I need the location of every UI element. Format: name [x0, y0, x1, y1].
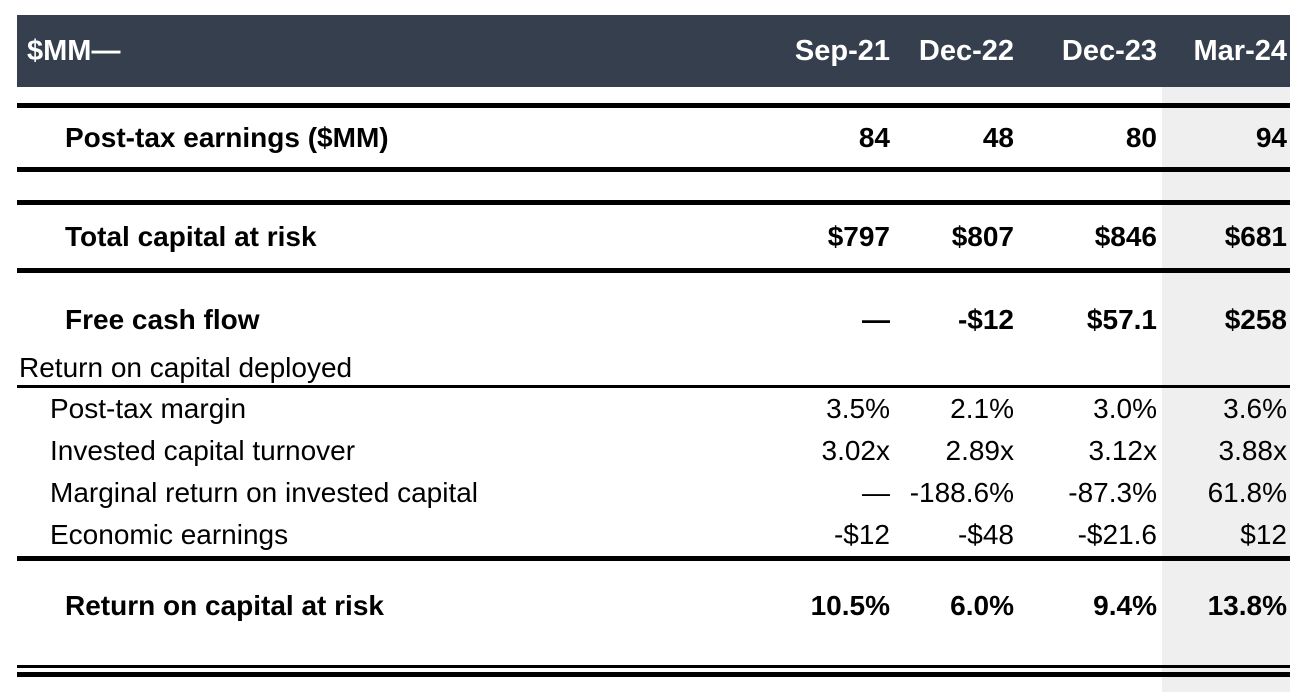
- cell-sep-21: —: [862, 304, 890, 335]
- row-label: Economic earnings: [50, 519, 289, 550]
- cell-dec-23: 9.4%: [1093, 589, 1157, 621]
- spacer: [17, 650, 1290, 665]
- horizontal-rule: [17, 200, 1290, 205]
- column-header-dec-23: Dec-23: [1061, 34, 1157, 67]
- cell-sep-21: 3.02x: [821, 435, 891, 466]
- row-label: Free cash flow: [65, 304, 260, 335]
- row-label: Post-tax margin: [50, 393, 247, 424]
- cell-mar-24: 94: [1255, 121, 1287, 153]
- section-label: Return on capital deployed: [19, 351, 353, 383]
- cell-sep-21: $797: [827, 220, 890, 252]
- table-header-row: $MM— Sep-21 Dec-22 Dec-23 Mar-24: [17, 15, 1290, 87]
- column-header-sep-21: Sep-21: [794, 34, 890, 67]
- section-row-return-on-capital-deployed: Return on capital deployed: [17, 350, 1290, 385]
- table-row-invested-capital-turnover: Invested capital turnover 3.02x 2.89x 3.…: [17, 430, 1290, 472]
- cell-dec-22: -$48: [957, 519, 1014, 550]
- cell-dec-22: -188.6%: [909, 477, 1014, 508]
- table-row-free-cash-flow: Free cash flow — -$12 $57.1 $258: [17, 290, 1290, 350]
- row-label: Invested capital turnover: [50, 435, 356, 466]
- cell-sep-21: 3.5%: [826, 393, 890, 424]
- cell-dec-22: -$12: [957, 304, 1014, 335]
- cell-mar-24: 3.88x: [1218, 435, 1288, 466]
- cell-dec-22: 2.1%: [950, 393, 1014, 424]
- cell-dec-22: 6.0%: [950, 589, 1014, 621]
- cell-sep-21: 10.5%: [810, 589, 890, 621]
- cell-dec-23: 3.12x: [1088, 435, 1158, 466]
- cell-dec-22: 48: [982, 121, 1014, 153]
- cell-dec-23: 3.0%: [1093, 393, 1157, 424]
- table-row-return-on-capital-at-risk: Return on capital at risk 10.5% 6.0% 9.4…: [17, 561, 1290, 650]
- horizontal-rule: [17, 103, 1290, 108]
- table-row-post-tax-earnings: Post-tax earnings ($MM) 84 48 80 94: [17, 108, 1290, 167]
- cell-dec-22: 2.89x: [945, 435, 1015, 466]
- table-row-post-tax-margin: Post-tax margin 3.5% 2.1% 3.0% 3.6%: [17, 388, 1290, 430]
- row-label: Marginal return on invested capital: [50, 477, 479, 508]
- cell-dec-22: $807: [951, 220, 1014, 252]
- financial-metrics-table: $MM— Sep-21 Dec-22 Dec-23 Mar-24 Post-ta…: [17, 15, 1290, 677]
- cell-mar-24: 13.8%: [1207, 589, 1287, 621]
- cell-mar-24: $258: [1224, 304, 1287, 335]
- double-rule-top: [17, 665, 1290, 668]
- spacer: [17, 273, 1290, 290]
- cell-dec-23: 80: [1125, 121, 1157, 153]
- unit-label: $MM—: [27, 34, 121, 67]
- horizontal-rule-thin: [17, 385, 1290, 388]
- row-label: Total capital at risk: [65, 220, 317, 252]
- cell-mar-24: $12: [1240, 519, 1287, 550]
- cell-sep-21: 84: [858, 121, 890, 153]
- cell-dec-23: -$21.6: [1077, 519, 1157, 550]
- row-label: Return on capital at risk: [65, 589, 384, 621]
- cell-dec-23: $57.1: [1086, 304, 1157, 335]
- table-row-economic-earnings: Economic earnings -$12 -$48 -$21.6 $12: [17, 514, 1290, 556]
- table-row-total-capital-at-risk: Total capital at risk $797 $807 $846 $68…: [17, 205, 1290, 268]
- spacer: [17, 172, 1290, 200]
- cell-mar-24: 61.8%: [1207, 477, 1287, 508]
- column-header-dec-22: Dec-22: [918, 34, 1014, 67]
- double-rule-bottom: [17, 672, 1290, 677]
- cell-dec-23: $846: [1094, 220, 1157, 252]
- spacer: [17, 87, 1290, 103]
- cell-sep-21: -$12: [833, 519, 890, 550]
- table-row-marginal-return-on-invested-capital: Marginal return on invested capital — -1…: [17, 472, 1290, 514]
- horizontal-rule: [17, 268, 1290, 273]
- cell-mar-24: $681: [1224, 220, 1287, 252]
- highlight-column-band: [1162, 87, 1290, 692]
- cell-sep-21: —: [862, 477, 890, 508]
- horizontal-rule: [17, 556, 1290, 561]
- row-label: Post-tax earnings ($MM): [65, 121, 389, 153]
- double-rule: [17, 665, 1290, 677]
- horizontal-rule: [17, 167, 1290, 172]
- cell-dec-23: -87.3%: [1068, 477, 1157, 508]
- cell-mar-24: 3.6%: [1223, 393, 1287, 424]
- column-header-mar-24: Mar-24: [1193, 34, 1288, 67]
